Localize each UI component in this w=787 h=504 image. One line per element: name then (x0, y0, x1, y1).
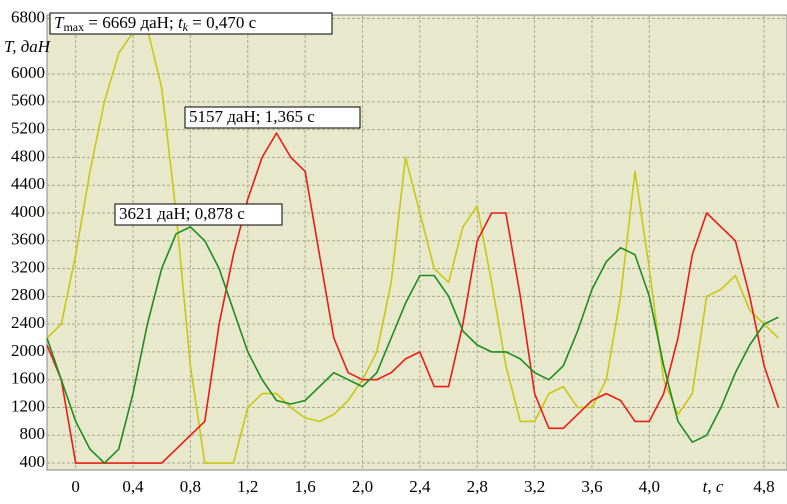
y-tick-label: 1200 (11, 396, 45, 415)
x-tick-label: 1,2 (237, 477, 258, 496)
x-tick-label: 3,6 (581, 477, 602, 496)
x-tick-label: 3,2 (524, 477, 545, 496)
y-tick-label: 6800 (11, 7, 45, 26)
x-tick-label: 1,6 (295, 477, 316, 496)
annotation-box (184, 106, 361, 129)
x-tick-label: 2,8 (467, 477, 488, 496)
y-axis-label: T, даН (4, 37, 52, 56)
x-tick-label: 0,8 (180, 477, 201, 496)
x-tick-label: 4,0 (639, 477, 660, 496)
y-tick-label: 400 (20, 452, 46, 471)
annotation: 5157 даН; 1,365 с (184, 106, 361, 129)
plot-area (46, 14, 787, 471)
lines (46, 28, 780, 464)
y-tick-label: 4000 (11, 202, 45, 221)
x-axis-label: t, c (703, 477, 724, 496)
annotation-box (49, 12, 333, 35)
series-line (46, 132, 780, 464)
y-tick-label: 2800 (11, 285, 45, 304)
y-tick-label: 4400 (11, 174, 45, 193)
y-tick-label: 1600 (11, 369, 45, 388)
y-tick-label: 6000 (11, 63, 45, 82)
annotation: Tmax = 6669 даН; tk = 0,470 с (49, 12, 333, 35)
y-tick-label: 5600 (11, 91, 45, 110)
x-tick-label: 0 (71, 477, 80, 496)
y-tick-label: 800 (20, 424, 46, 443)
y-tick-label: 2400 (11, 313, 45, 332)
annotation-text: Tmax = 6669 даН; tk = 0,470 с (54, 13, 257, 34)
x-tick-label: 2,0 (352, 477, 373, 496)
annotation-text: 3621 даН; 0,878 с (119, 204, 245, 223)
series-line (46, 226, 779, 464)
annotation-text: 5157 даН; 1,365 с (189, 107, 315, 126)
y-tick-label: 3600 (11, 230, 45, 249)
grid (47, 15, 787, 470)
y-tick-label: 4800 (11, 146, 45, 165)
annotation: 3621 даН; 0,878 с (114, 203, 283, 226)
y-tick-label: 3200 (11, 257, 45, 276)
x-tick-label: 4,8 (753, 477, 774, 496)
series-line (46, 28, 779, 464)
x-tick-label: 0,4 (122, 477, 144, 496)
annotation-box (114, 203, 283, 226)
x-tick-label: 2,4 (409, 477, 431, 496)
y-tick-label: 2000 (11, 341, 45, 360)
y-tick-label: 5200 (11, 119, 45, 138)
